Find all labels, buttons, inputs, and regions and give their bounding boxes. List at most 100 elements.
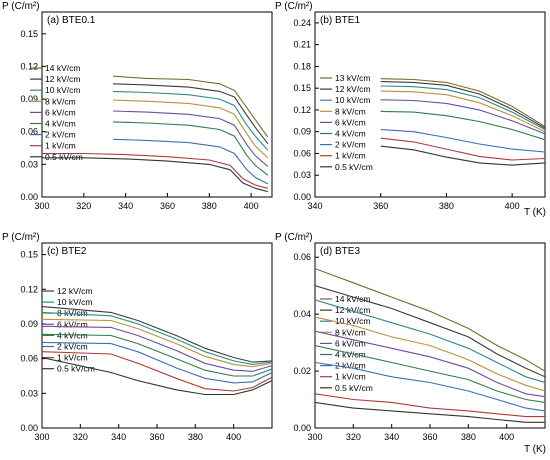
legend-label: 8 kV/cm — [57, 308, 88, 318]
series-line — [42, 341, 272, 384]
x-tick-label: 320 — [76, 201, 91, 211]
series-line — [315, 330, 545, 398]
series-line — [315, 361, 545, 412]
series-line — [42, 318, 272, 368]
series-line — [380, 90, 545, 133]
x-tick-label: 320 — [73, 432, 88, 442]
series-line — [315, 393, 545, 418]
legend-label: 0.5 kV/cm — [45, 152, 83, 162]
series-line — [42, 152, 268, 189]
series-line — [380, 110, 545, 141]
plot-frame — [41, 11, 273, 198]
legend-label: 12 kV/cm — [45, 74, 80, 84]
y-axis-label: P (C/m²) — [275, 1, 313, 12]
chart-panel-4: 300 320 340 360 380 400 0.00 0.02 0.04 0.06 P (C/m… — [275, 232, 546, 455]
series-line — [113, 90, 269, 151]
series-line — [380, 81, 545, 129]
y-tick-label: 0.09 — [20, 319, 38, 329]
legend-label: 10 kV/cm — [45, 85, 80, 95]
x-tick-label: 340 — [111, 432, 126, 442]
series-line — [113, 75, 269, 138]
y-tick-label: 0.06 — [293, 252, 311, 262]
x-tick-label: 380 — [461, 432, 476, 442]
y-tick-label: 0.00 — [293, 192, 311, 202]
series-line — [315, 268, 545, 372]
series-line — [113, 99, 269, 159]
x-tick-label: 340 — [118, 201, 133, 211]
legend-label: 6 kV/cm — [335, 117, 366, 127]
x-tick-label: 380 — [439, 201, 454, 211]
chart-panel-3: 300 320 340 360 380 400 0.00 0.03 0.06 0.09 0.12 0.… — [2, 232, 273, 442]
plot-frame — [314, 11, 546, 198]
legend-label: 12 kV/cm — [335, 84, 370, 94]
x-tick-label: 400 — [499, 432, 514, 442]
panel-label: (d) BTE3 — [320, 246, 360, 257]
legend-label: 4 kV/cm — [45, 119, 76, 129]
legend-label: 8 kV/cm — [45, 96, 76, 106]
y-tick-label: 0.02 — [293, 366, 311, 376]
series-line — [380, 145, 545, 166]
legend-label: 2 kV/cm — [45, 130, 76, 140]
legend-label: 10 kV/cm — [335, 95, 370, 105]
y-tick-label: 0.06 — [20, 127, 38, 137]
x-tick-label: 340 — [384, 432, 399, 442]
series-line — [380, 137, 545, 161]
series-line — [42, 325, 272, 372]
x-tick-label: 400 — [244, 201, 259, 211]
y-tick-label: 0.03 — [20, 388, 38, 398]
y-tick-label: 0.00 — [20, 192, 38, 202]
x-tick-label: 360 — [373, 201, 388, 211]
y-tick-label: 0.03 — [20, 159, 38, 169]
chart-panel-2: 340 360 380 400 0.00 0.03 0.06 0.09 0.12 0.15 0.18… — [275, 1, 546, 218]
y-tick-label: 0.15 — [293, 83, 311, 93]
y-tick-label: 0.12 — [293, 105, 311, 115]
y-tick-label: 0.00 — [293, 423, 311, 433]
series-line — [315, 316, 545, 392]
series-line — [113, 138, 269, 185]
y-tick-label: 0.03 — [293, 170, 311, 180]
legend-label: 10 kV/cm — [57, 297, 92, 307]
y-tick-label: 0.09 — [293, 127, 311, 137]
series-line — [42, 311, 272, 365]
y-tick-label: 0.12 — [20, 284, 38, 294]
x-tick-label: 360 — [149, 432, 164, 442]
legend-label: 0.5 kV/cm — [335, 162, 373, 172]
series-line — [113, 121, 269, 176]
legend-label: 4 kV/cm — [57, 330, 88, 340]
chart-panel-1: 300 320 340 360 380 400 0.00 0.03 0.06 0.09 0.12 0.… — [2, 1, 273, 211]
legend-label: 2 kV/cm — [335, 361, 366, 371]
legend-label: 12 kV/cm — [335, 305, 370, 315]
y-tick-label: 0.00 — [20, 423, 38, 433]
x-tick-label: 400 — [226, 432, 241, 442]
x-tick-label: 300 — [307, 432, 322, 442]
legend-label: 4 kV/cm — [335, 350, 366, 360]
y-tick-label: 0.15 — [20, 250, 38, 260]
x-tick-label: 400 — [505, 201, 520, 211]
legend-label: 14 kV/cm — [335, 294, 370, 304]
y-tick-label: 0.06 — [293, 148, 311, 158]
legend-label: 12 kV/cm — [57, 286, 92, 296]
legend-label: 1 kV/cm — [335, 372, 366, 382]
series-line — [113, 83, 269, 145]
series-line — [380, 99, 545, 135]
x-tick-label: 340 — [307, 201, 322, 211]
series-line — [113, 110, 269, 167]
x-tick-label: 360 — [422, 432, 437, 442]
x-tick-label: 300 — [34, 201, 49, 211]
series-line — [315, 401, 545, 423]
legend-label: 6 kV/cm — [57, 319, 88, 329]
series-line — [42, 157, 268, 193]
series-line — [315, 285, 545, 378]
y-axis-label: P (C/m²) — [2, 232, 40, 243]
y-tick-label: 0.09 — [20, 94, 38, 104]
x-tick-label: 380 — [202, 201, 217, 211]
legend-label: 10 kV/cm — [335, 316, 370, 326]
series-line — [380, 78, 545, 128]
y-tick-label: 0.21 — [293, 40, 311, 50]
legend-label: 6 kV/cm — [335, 338, 366, 348]
